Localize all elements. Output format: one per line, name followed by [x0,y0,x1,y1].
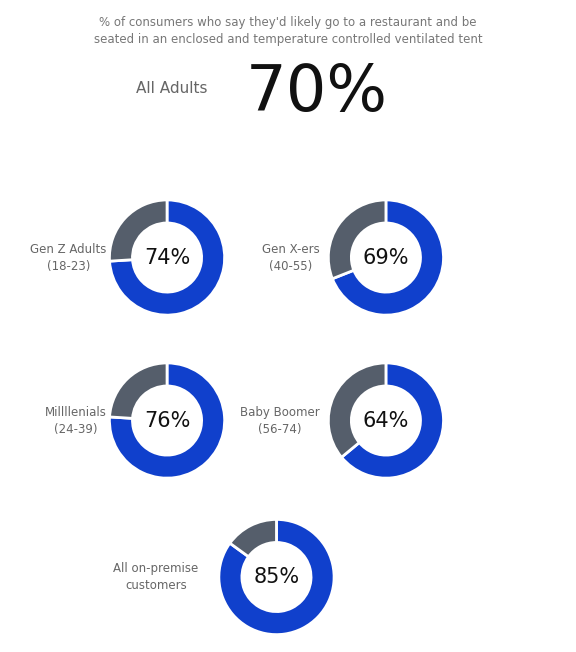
Text: Gen X-ers
(40-55): Gen X-ers (40-55) [262,243,320,273]
Text: 85%: 85% [253,567,300,587]
Text: Gen Z Adults
(18-23): Gen Z Adults (18-23) [30,243,107,273]
Wedge shape [332,200,444,315]
Wedge shape [230,520,276,557]
Wedge shape [328,200,386,279]
Wedge shape [328,363,386,457]
Wedge shape [109,363,225,478]
Text: Millllenials
(24-39): Millllenials (24-39) [45,406,107,436]
Text: All Adults: All Adults [136,80,207,96]
Text: 69%: 69% [363,248,409,267]
Wedge shape [342,363,444,478]
Text: 64%: 64% [363,411,409,430]
Text: 74%: 74% [144,248,190,267]
Wedge shape [109,200,225,315]
Wedge shape [219,520,334,634]
Wedge shape [109,200,167,261]
Wedge shape [109,363,167,419]
Text: Baby Boomer
(56-74): Baby Boomer (56-74) [240,406,320,436]
Text: All on-premise
customers: All on-premise customers [113,562,199,592]
Text: 70%: 70% [246,61,388,124]
Text: 76%: 76% [144,411,190,430]
Text: % of consumers who say they'd likely go to a restaurant and be
seated in an encl: % of consumers who say they'd likely go … [94,16,482,46]
